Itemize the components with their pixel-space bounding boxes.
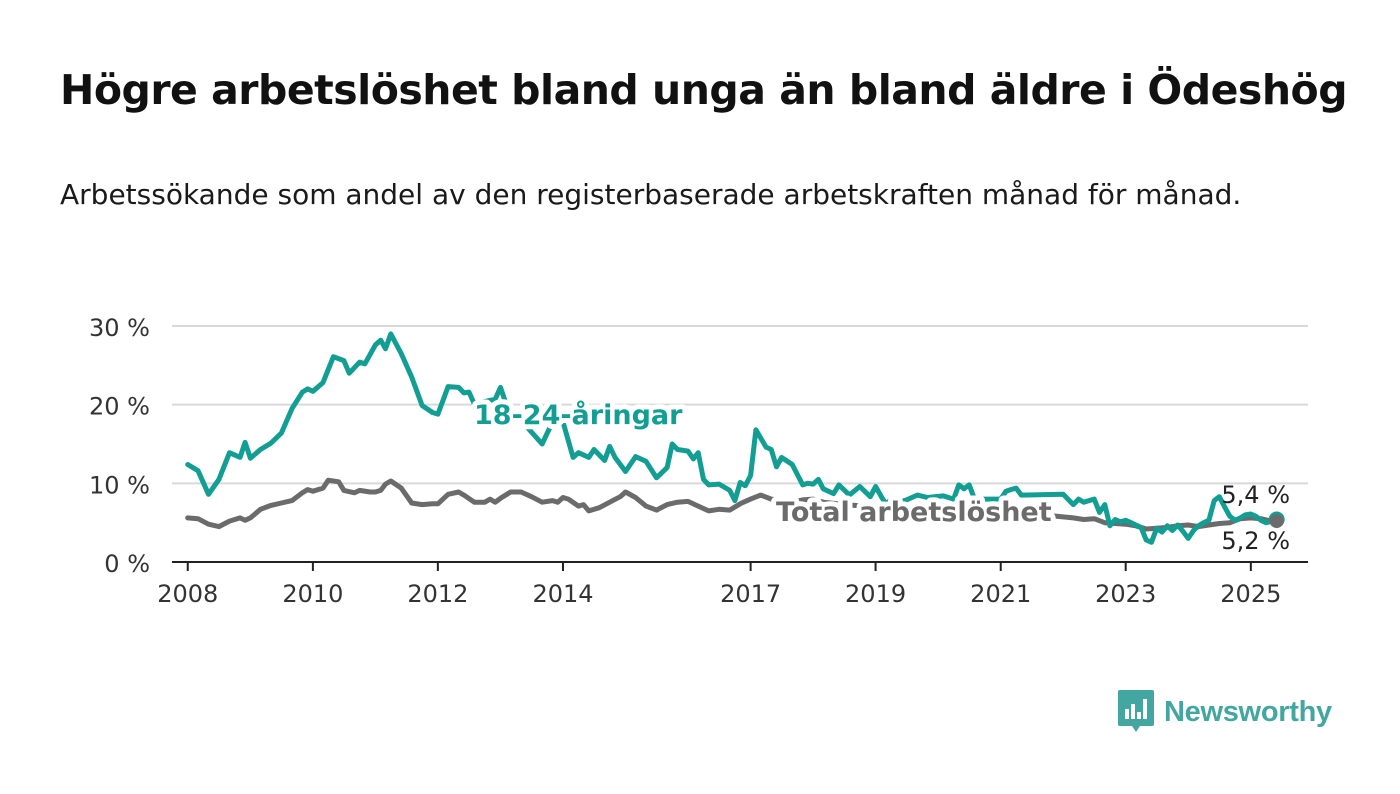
x-tick-label: 2019 — [845, 580, 906, 608]
gridlines — [172, 325, 1308, 485]
x-tick-label: 2021 — [970, 580, 1031, 608]
x-axis: 2008 2010 2012 2014 2017 2019 2021 2023 2025 — [157, 561, 1308, 608]
chart-subtitle: Arbetssökande som andel av den registerb… — [60, 178, 1242, 211]
series-line-total — [185, 477, 1280, 532]
end-value-label-youth: 5,4 % — [1221, 481, 1290, 509]
x-tick-label: 2017 — [720, 580, 781, 608]
series-label-youth: 18-24-åringar — [474, 399, 683, 431]
x-tick-label: 2025 — [1220, 580, 1281, 608]
series-label-total: Total arbetslöshet — [776, 497, 1052, 528]
newsworthy-logo: Newsworthy — [1118, 690, 1332, 734]
y-tick-label: 0 % — [104, 550, 150, 578]
x-tick-label: 2010 — [282, 580, 343, 608]
x-tick-label: 2023 — [1095, 580, 1156, 608]
series-lines — [185, 331, 1280, 545]
y-tick-label: 20 % — [89, 393, 150, 421]
chart-title: Högre arbetslöshet bland unga än bland ä… — [60, 66, 1348, 114]
end-value-label-total: 5,2 % — [1221, 527, 1290, 555]
series-end-point-total — [1269, 514, 1284, 529]
series-line-youth — [185, 331, 1280, 545]
series-labels: 18-24-åringar Total arbetslöshet 5,4 % 5,2 … — [469, 394, 1290, 555]
x-tick-label: 2008 — [157, 580, 218, 608]
y-tick-label: 10 % — [89, 471, 150, 499]
brand-name: Newsworthy — [1164, 695, 1332, 728]
x-tick-label: 2014 — [532, 580, 593, 608]
x-tick-label: 2012 — [407, 580, 468, 608]
y-axis-ticks: 0 % 10 % 20 % 30 % — [89, 314, 150, 578]
bar-chart-speech-bubble-icon — [1118, 690, 1154, 732]
y-tick-label: 30 % — [89, 314, 150, 342]
